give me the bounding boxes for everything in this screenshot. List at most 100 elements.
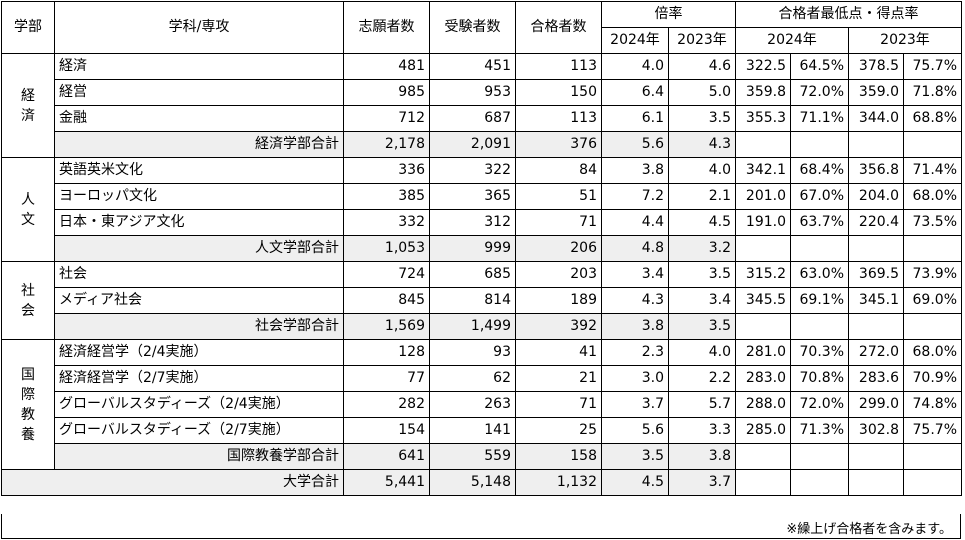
applicants-value: 481 (343, 53, 430, 80)
score-rate-2023-value: 73.9% (903, 261, 962, 288)
empty-cell (903, 313, 962, 340)
table-row: ヨーロッパ文化 385 365 51 7.2 2.1 201.0 67.0% 204.0 68.0… (2, 183, 962, 210)
subtotal-applicants: 641 (343, 443, 430, 470)
min-score-2023-value: 272.0 (848, 339, 904, 366)
subtotal-applicants: 2,178 (343, 131, 430, 158)
ratio-2024-value: 6.1 (601, 105, 669, 132)
subtotal-examinees: 2,091 (429, 131, 516, 158)
subtotal-applicants: 1,569 (343, 313, 430, 340)
examinees-value: 263 (429, 391, 516, 418)
empty-cell (790, 443, 849, 470)
total-row: 大学合計 5,441 5,148 1,132 4.5 3.7 (1, 469, 962, 496)
score-rate-2023-value: 69.0% (903, 287, 962, 314)
dept-char: 済 (21, 107, 35, 124)
ratio-2023-value: 4.5 (668, 209, 736, 236)
dept-label: 社会 (1, 261, 55, 340)
min-score-2024-value: 201.0 (735, 183, 791, 210)
empty-cell (790, 469, 849, 496)
score-rate-2023-value: 68.0% (903, 339, 962, 366)
passers-value: 203 (515, 261, 602, 288)
score-rate-2024-value: 69.1% (790, 287, 849, 314)
subtotal-ratio-2023: 4.3 (668, 131, 736, 158)
subtotal-ratio-2024: 4.8 (601, 235, 669, 262)
ratio-2023-value: 2.1 (668, 183, 736, 210)
total-label: 大学合計 (1, 469, 344, 496)
table-row: 日本・東アジア文化 332 312 71 4.4 4.5 191.0 63.7% 220.4 73… (2, 209, 962, 236)
min-score-2023-value: 283.6 (848, 365, 904, 392)
empty-cell (735, 469, 791, 496)
empty-cell (848, 443, 904, 470)
subtotal-passers: 158 (515, 443, 602, 470)
table-row: グローバルスタディーズ（2/7実施） 154 141 25 5.6 3.3 285.0 71.… (2, 417, 962, 444)
score-rate-2024-value: 70.3% (790, 339, 849, 366)
min-score-2023-value: 302.8 (848, 417, 904, 444)
empty-cell (735, 443, 791, 470)
header-row-1: 学部 学科/専攻 志願者数 受験者数 合格者数 倍率 合格者最低点・得点率 (1, 1, 962, 54)
examinees-value: 814 (429, 287, 516, 314)
subtotal-examinees: 1,499 (429, 313, 516, 340)
passers-value: 41 (515, 339, 602, 366)
ratio-2024-value: 3.0 (601, 365, 669, 392)
min-score-2024-value: 285.0 (735, 417, 791, 444)
empty-cell (735, 235, 791, 262)
subtotal-row: 国際教養学部合計 641 559 158 3.5 3.8 (2, 443, 962, 470)
dept-char: 際 (21, 386, 35, 403)
total-applicants: 5,441 (343, 469, 430, 496)
major-name: 経済 (54, 53, 344, 80)
min-score-2024-value: 315.2 (735, 261, 791, 288)
ratio-2024-value: 4.0 (601, 53, 669, 80)
header-min-2024: 2024年 (735, 27, 849, 54)
table-row: 金融 712 687 113 6.1 3.5 355.3 71.1% 344.0 68.8% (2, 105, 962, 132)
subtotal-ratio-2024: 5.6 (601, 131, 669, 158)
empty-cell (790, 131, 849, 158)
score-rate-2023-value: 73.5% (903, 209, 962, 236)
examinees-value: 687 (429, 105, 516, 132)
min-score-2024-value: 283.0 (735, 365, 791, 392)
total-examinees: 5,148 (429, 469, 516, 496)
passers-value: 113 (515, 105, 602, 132)
applicants-value: 712 (343, 105, 430, 132)
dept-char: 教 (21, 406, 35, 423)
empty-cell (848, 313, 904, 340)
major-name: ヨーロッパ文化 (54, 183, 344, 210)
major-name: グローバルスタディーズ（2/7実施） (54, 417, 344, 444)
min-score-2024-value: 322.5 (735, 53, 791, 80)
header-passers: 合格者数 (515, 1, 602, 54)
min-score-2023-value: 299.0 (848, 391, 904, 418)
ratio-2024-value: 6.4 (601, 79, 669, 106)
score-rate-2023-value: 75.7% (903, 53, 962, 80)
major-name: 経営 (54, 79, 344, 106)
subtotal-examinees: 559 (429, 443, 516, 470)
passers-value: 84 (515, 157, 602, 184)
ratio-2024-value: 3.4 (601, 261, 669, 288)
header-applicants: 志願者数 (343, 1, 430, 54)
score-rate-2024-value: 63.0% (790, 261, 849, 288)
examinees-value: 365 (429, 183, 516, 210)
passers-value: 71 (515, 391, 602, 418)
dept-label: 経済 (1, 53, 55, 158)
examinees-value: 62 (429, 365, 516, 392)
min-score-2024-value: 288.0 (735, 391, 791, 418)
score-rate-2023-value: 68.8% (903, 105, 962, 132)
total-passers: 1,132 (515, 469, 602, 496)
score-rate-2024-value: 72.0% (790, 79, 849, 106)
score-rate-2024-value: 70.8% (790, 365, 849, 392)
subtotal-label: 人文学部合計 (54, 235, 344, 262)
passers-value: 25 (515, 417, 602, 444)
admission-table: 学部 学科/専攻 志願者数 受験者数 合格者数 倍率 合格者最低点・得点率 20… (1, 1, 962, 496)
min-score-2023-value: 378.5 (848, 53, 904, 80)
ratio-2024-value: 3.7 (601, 391, 669, 418)
subtotal-passers: 206 (515, 235, 602, 262)
subtotal-ratio-2023: 3.5 (668, 313, 736, 340)
passers-value: 189 (515, 287, 602, 314)
subtotal-passers: 392 (515, 313, 602, 340)
score-rate-2024-value: 71.3% (790, 417, 849, 444)
subtotal-ratio-2024: 3.8 (601, 313, 669, 340)
score-rate-2023-value: 71.8% (903, 79, 962, 106)
min-score-2024-value: 355.3 (735, 105, 791, 132)
min-score-2023-value: 369.5 (848, 261, 904, 288)
subtotal-label: 国際教養学部合計 (54, 443, 344, 470)
ratio-2024-value: 7.2 (601, 183, 669, 210)
min-score-2023-value: 359.0 (848, 79, 904, 106)
